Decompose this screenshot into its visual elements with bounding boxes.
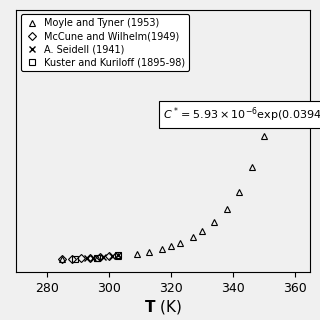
- McCune and Wilhelm(1949): [70, 257, 74, 261]
- Moyle and Tyner (1953): [60, 257, 64, 261]
- A. Seidell (1941): [85, 256, 89, 260]
- Kuster and Kuriloff (1895-98): [116, 253, 120, 257]
- Moyle and Tyner (1953): [212, 220, 216, 224]
- Moyle and Tyner (1953): [95, 256, 99, 260]
- Moyle and Tyner (1953): [200, 229, 204, 233]
- Line: Moyle and Tyner (1953): Moyle and Tyner (1953): [59, 132, 268, 262]
- Moyle and Tyner (1953): [135, 252, 139, 256]
- Moyle and Tyner (1953): [191, 236, 195, 239]
- Kuster and Kuriloff (1895-98): [95, 256, 99, 260]
- McCune and Wilhelm(1949): [107, 254, 111, 258]
- Text: $C^* = 5.93\times10^{-6}$exp$(0.0394\ T)$: $C^* = 5.93\times10^{-6}$exp$(0.0394\ T)…: [163, 105, 320, 124]
- McCune and Wilhelm(1949): [98, 255, 101, 259]
- Line: McCune and Wilhelm(1949): McCune and Wilhelm(1949): [60, 253, 112, 262]
- A. Seidell (1941): [92, 256, 95, 260]
- Moyle and Tyner (1953): [178, 241, 182, 244]
- Legend: Moyle and Tyner (1953), McCune and Wilhelm(1949), A. Seidell (1941), Kuster and : Moyle and Tyner (1953), McCune and Wilhe…: [21, 14, 189, 71]
- Moyle and Tyner (1953): [160, 247, 164, 251]
- McCune and Wilhelm(1949): [79, 256, 83, 260]
- A. Seidell (1941): [101, 255, 105, 259]
- Kuster and Kuriloff (1895-98): [73, 257, 77, 261]
- X-axis label: $\mathbf{T}$ (K): $\mathbf{T}$ (K): [144, 298, 182, 316]
- Line: Kuster and Kuriloff (1895-98): Kuster and Kuriloff (1895-98): [72, 252, 121, 262]
- Moyle and Tyner (1953): [225, 207, 229, 211]
- Moyle and Tyner (1953): [147, 250, 151, 254]
- Moyle and Tyner (1953): [116, 254, 120, 258]
- McCune and Wilhelm(1949): [60, 258, 64, 261]
- Moyle and Tyner (1953): [237, 190, 241, 194]
- Moyle and Tyner (1953): [262, 134, 266, 138]
- Line: A. Seidell (1941): A. Seidell (1941): [84, 252, 122, 262]
- Moyle and Tyner (1953): [250, 165, 253, 169]
- Moyle and Tyner (1953): [169, 244, 173, 248]
- McCune and Wilhelm(1949): [88, 256, 92, 260]
- A. Seidell (1941): [116, 253, 120, 257]
- A. Seidell (1941): [110, 254, 114, 258]
